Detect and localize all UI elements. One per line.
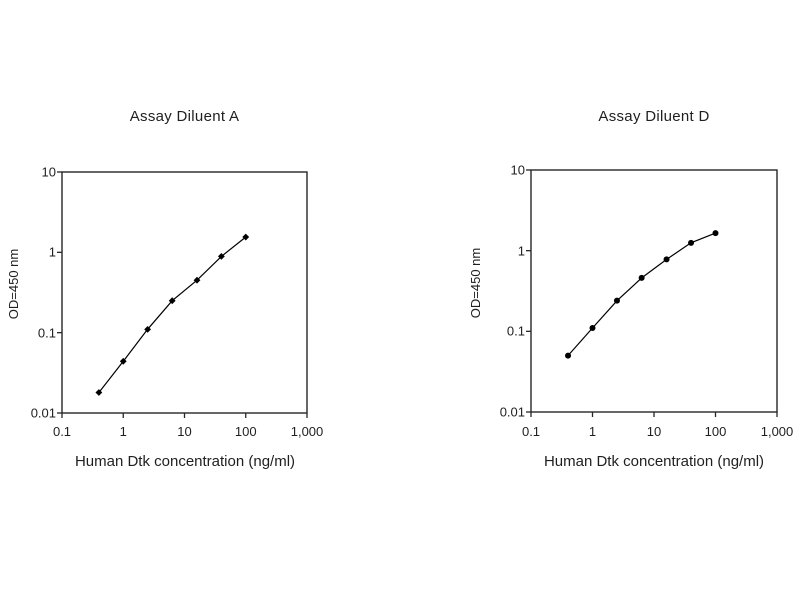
- data-point-marker: [242, 233, 250, 241]
- chart-a-xaxis-caption: Human Dtk concentration (ng/ml): [74, 453, 296, 470]
- data-point-marker: [119, 357, 127, 365]
- data-point-marker: [168, 297, 176, 305]
- plot-border: [530, 169, 778, 413]
- y-tick-label: 0.01: [499, 404, 525, 420]
- y-tick-label: 0.1: [37, 325, 56, 341]
- y-tick-label: 10: [510, 162, 525, 178]
- y-tick-label: 1: [517, 243, 525, 259]
- data-point-marker: [144, 325, 152, 333]
- x-tick-label: 1: [588, 424, 597, 439]
- chart-d-title: Assay Diluent D: [598, 108, 710, 125]
- standard-curve-line: [98, 236, 247, 393]
- x-tick-label: 1: [119, 424, 127, 439]
- y-tick-label: 0.01: [30, 405, 56, 421]
- data-point-marker: [663, 256, 670, 263]
- data-point-marker: [565, 352, 572, 359]
- chart-d-xaxis-caption: Human Dtk concentration (ng/ml): [543, 453, 765, 470]
- x-tick-label: 1,000: [760, 424, 794, 439]
- x-tick-label: 1,000: [290, 424, 324, 439]
- data-point-marker: [688, 239, 695, 246]
- data-point-marker: [613, 297, 620, 304]
- x-tick-label: 10: [177, 424, 192, 439]
- data-point-marker: [638, 274, 645, 281]
- data-point-marker: [95, 389, 103, 396]
- standard-curve-line: [567, 232, 716, 356]
- data-point-marker: [589, 324, 596, 331]
- y-tick-label: 0.1: [506, 323, 525, 339]
- data-point-marker: [712, 230, 719, 237]
- x-tick-label: 0.1: [52, 424, 72, 439]
- x-tick-label: 10: [646, 424, 662, 439]
- plot-border: [61, 171, 308, 414]
- x-tick-label: 100: [704, 424, 727, 439]
- x-tick-label: 100: [234, 424, 257, 439]
- chart-d-yaxis-label: OD=450 nm: [468, 247, 483, 319]
- x-tick-label: 0.1: [521, 424, 541, 439]
- y-tick-label: 1: [48, 244, 56, 260]
- chart-a-title: Assay Diluent A: [129, 108, 240, 125]
- data-point-marker: [193, 276, 201, 284]
- data-point-marker: [217, 252, 225, 260]
- y-tick-label: 10: [41, 164, 56, 180]
